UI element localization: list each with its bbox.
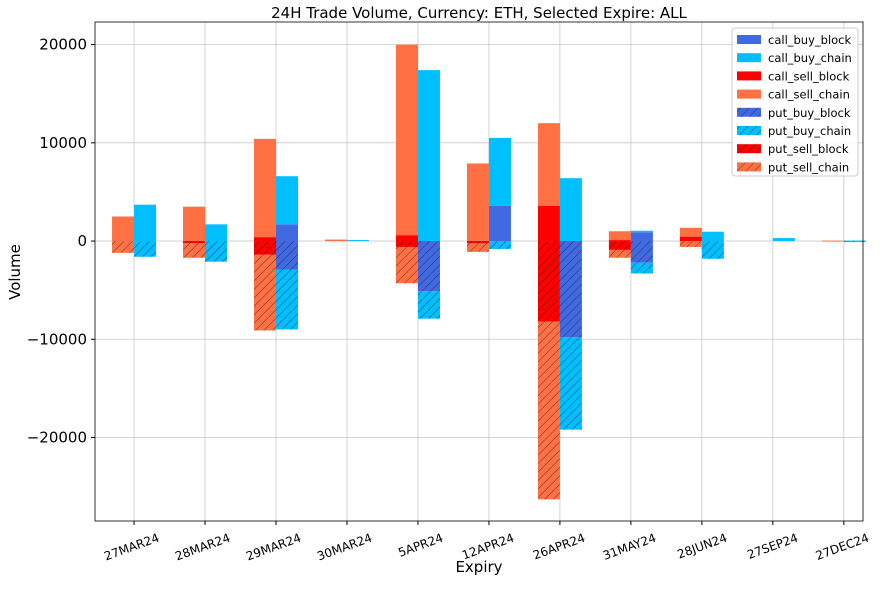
legend-label-put_sell_block: put_sell_block <box>768 142 849 156</box>
bar-call_sell_block-26APR24 <box>537 205 560 242</box>
bars <box>112 44 866 500</box>
y-tick-label: −10000 <box>27 330 87 348</box>
y-tick-label: −20000 <box>27 429 87 447</box>
bar-put_sell_block-5APR24 <box>395 241 418 247</box>
legend-swatch-put_buy_chain <box>737 126 761 135</box>
legend-box <box>731 27 859 177</box>
bar-put_buy_chain-29MAR24 <box>275 269 299 330</box>
bar-call_sell_block-5APR24 <box>395 235 418 242</box>
bar-call_buy_chain-28JUN24 <box>701 231 724 242</box>
bar-call_buy_chain-5APR24 <box>417 70 440 242</box>
x-tick-label: 27MAR24 <box>102 531 161 564</box>
y-tick-label: 10000 <box>39 134 87 152</box>
bar-call_sell_chain-26APR24 <box>537 123 560 206</box>
y-axis-label: Volume <box>6 244 24 300</box>
bar-put_buy_block-31MAY24 <box>630 241 653 263</box>
bar-put_buy_block-5APR24 <box>417 241 440 292</box>
legend-label-call_sell_chain: call_sell_chain <box>768 88 850 102</box>
bar-put_sell_chain-26APR24 <box>537 321 560 500</box>
bar-call_buy_chain-27SEP24 <box>772 238 795 242</box>
legend-label-put_buy_block: put_buy_block <box>768 106 851 120</box>
legend-swatch-call_sell_block <box>737 71 761 81</box>
bar-put_buy_chain-12APR24 <box>488 241 511 249</box>
legend-swatch-call_sell_chain <box>737 89 761 99</box>
bar-call_buy_block-29MAR24 <box>275 224 299 242</box>
legend-label-call_buy_chain: call_buy_chain <box>768 51 852 65</box>
bar-put_buy_chain-5APR24 <box>417 291 440 319</box>
x-tick-label: 28MAR24 <box>173 531 232 564</box>
bar-call_buy_block-12APR24 <box>488 205 511 242</box>
bar-call_sell_block-31MAY24 <box>608 240 631 242</box>
bar-call_buy_chain-12APR24 <box>488 137 511 206</box>
bar-call_buy_chain-30MAR24 <box>346 240 369 242</box>
bar-call_sell_chain-5APR24 <box>395 44 418 236</box>
x-tick-label: 27SEP24 <box>745 531 800 562</box>
bar-put_sell_chain-12APR24 <box>466 243 489 252</box>
bar-call_sell_block-29MAR24 <box>253 237 276 242</box>
bar-put_sell_chain-31MAY24 <box>608 249 631 258</box>
bar-put_sell_chain-5APR24 <box>395 246 418 284</box>
legend-swatch-put_sell_block <box>737 144 761 154</box>
legend-swatch-call_buy_block <box>737 35 761 44</box>
y-tick-label: 20000 <box>39 36 87 54</box>
bar-call_sell_block-28JUN24 <box>679 236 702 242</box>
x-tick-label: 28JUN24 <box>675 531 729 562</box>
y-ticks: 20000 10000 0 −10000 −20000 <box>27 36 95 447</box>
legend: call_buy_block call_buy_chain call_sell_bl… <box>731 27 859 177</box>
legend-swatch-put_buy_block <box>737 107 761 117</box>
bar-call_buy_chain-27MAR24 <box>134 204 157 242</box>
bar-put_buy_chain-27MAR24 <box>134 241 157 257</box>
chart-title: 24H Trade Volume, Currency: ETH, Selecte… <box>271 4 687 22</box>
x-tick-label: 27DEC24 <box>814 531 871 563</box>
axes-frame <box>94 21 864 522</box>
x-tick-label: 30MAR24 <box>315 531 374 564</box>
legend-label-call_buy_block: call_buy_block <box>768 33 852 47</box>
x-tick-label: 31MAY24 <box>601 531 658 563</box>
legend-label-call_sell_block: call_sell_block <box>768 69 850 83</box>
bar-put_sell_chain-28JUN24 <box>679 241 702 247</box>
legend-swatch-call_buy_chain <box>737 53 761 63</box>
legend-label-put_sell_chain: put_sell_chain <box>768 160 849 174</box>
legend-swatch-put_sell_chain <box>737 162 761 172</box>
bar-put_sell_block-12APR24 <box>466 241 489 244</box>
bar-put_sell_chain-27MAR24 <box>112 241 135 253</box>
bar-put_sell_block-26APR24 <box>537 241 560 322</box>
y-tick-label: 0 <box>77 232 87 250</box>
bar-call_sell_chain-27MAR24 <box>112 216 135 242</box>
x-tick-label: 5APR24 <box>396 531 445 560</box>
bar-call_buy_chain-28MAR24 <box>205 224 228 242</box>
bar-call_sell_chain-31MAY24 <box>608 231 631 241</box>
bar-put_sell_chain-28MAR24 <box>183 243 206 258</box>
bar-call_sell_chain-28JUN24 <box>679 227 702 237</box>
bar-put_buy_block-29MAR24 <box>275 241 299 270</box>
bar-call_buy_block-31MAY24 <box>630 232 653 242</box>
bar-call_buy_chain-29MAR24 <box>275 176 299 225</box>
bar-put_buy_chain-28JUN24 <box>701 241 724 259</box>
bar-call_sell_chain-28MAR24 <box>183 206 206 242</box>
bar-put_sell_block-28MAR24 <box>183 241 206 244</box>
bar-put_sell_block-29MAR24 <box>253 241 276 255</box>
bar-put_buy_block-26APR24 <box>559 241 582 338</box>
bar-put_buy_chain-26APR24 <box>559 337 582 430</box>
bar-call_sell_chain-12APR24 <box>466 163 489 242</box>
bar-call_buy_chain-31MAY24 <box>630 230 653 233</box>
legend-label-put_buy_chain: put_buy_chain <box>768 124 851 138</box>
x-axis-label: Expiry <box>455 558 502 576</box>
bar-call_sell_chain-29MAR24 <box>253 138 276 238</box>
bar-put_buy_chain-31MAY24 <box>630 262 653 274</box>
bar-put_sell_chain-29MAR24 <box>253 254 276 331</box>
bar-call_sell_chain-27DEC24 <box>821 240 844 242</box>
x-tick-label: 26APR24 <box>531 531 587 563</box>
bar-put_buy_chain-28MAR24 <box>205 241 228 262</box>
bar-call_buy_chain-26APR24 <box>559 178 582 242</box>
x-tick-label: 29MAR24 <box>244 531 303 564</box>
bar-put_sell_block-31MAY24 <box>608 241 631 250</box>
bar-put_buy_chain-27DEC24 <box>843 241 866 243</box>
bar-call_sell_chain-30MAR24 <box>324 239 347 242</box>
